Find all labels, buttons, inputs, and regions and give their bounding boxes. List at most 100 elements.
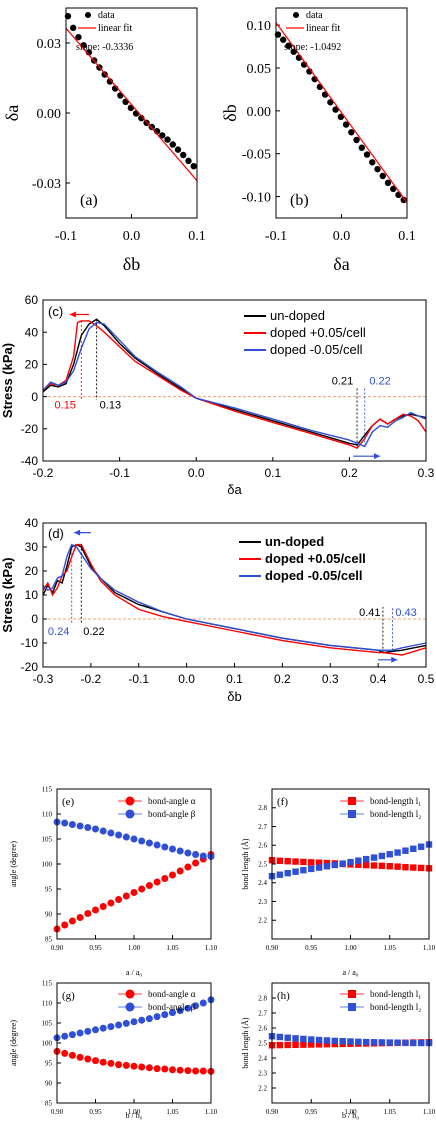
legend-marker	[125, 796, 135, 806]
legend-label: bond-angle α	[148, 989, 196, 999]
data-point	[169, 871, 176, 879]
x-axis-label: δa	[333, 254, 349, 274]
x-tick-label: -0.1	[265, 229, 287, 244]
legend-slope-note: slope: -0.3336	[76, 42, 133, 53]
y-tick-label: 110	[42, 999, 53, 1007]
legend-marker	[125, 989, 135, 999]
annotation-label: 0.41	[359, 607, 380, 619]
data-point	[192, 851, 200, 858]
series-line	[65, 27, 198, 182]
data-point	[161, 1065, 169, 1073]
data-point	[370, 862, 378, 869]
y-tick-label: 2.2	[258, 917, 267, 925]
data-point	[386, 851, 393, 858]
data-point	[145, 882, 153, 889]
data-point	[192, 859, 200, 867]
x-tick-label: 0.1	[264, 466, 281, 480]
data-point	[276, 871, 284, 878]
y-tick-label: 30	[25, 540, 39, 554]
panel-label: (a)	[80, 192, 98, 209]
annotation-label: 0.22	[83, 626, 104, 638]
data-point	[363, 151, 371, 158]
legend-label: bond-length l₁	[370, 796, 421, 806]
data-point	[184, 849, 192, 857]
y-tick-label: 115	[42, 785, 53, 793]
x-tick-label: 0.95	[305, 944, 318, 952]
series-2	[42, 543, 427, 651]
direction-arrow	[378, 656, 398, 663]
x-tick-label: 0.1	[188, 229, 206, 244]
data-point	[276, 1033, 284, 1041]
data-point	[99, 827, 107, 835]
data-point	[199, 1067, 207, 1075]
data-point	[169, 845, 176, 853]
data-point	[308, 865, 315, 873]
y-axis-label: angle (degree)	[9, 1020, 18, 1066]
y-tick-label: 2.7	[258, 1009, 267, 1017]
y-tick-label: 0.03	[37, 37, 62, 52]
annotation-label: 0.13	[100, 400, 121, 412]
panel-label: (c)	[48, 304, 63, 319]
data-point	[84, 1055, 92, 1063]
x-axis-label: δa	[227, 482, 242, 497]
y-tick-label: 0.00	[247, 105, 272, 120]
data-point	[323, 1041, 331, 1048]
y-tick-label: 20	[25, 358, 39, 372]
legend-item: doped +0.05/cell	[239, 551, 366, 566]
y-tick-label: 105	[42, 1019, 53, 1027]
legend-label: un-doped	[270, 308, 325, 323]
annotation-label: 0.22	[369, 376, 390, 388]
data-point	[315, 864, 323, 871]
y-tick-label: 85	[45, 935, 53, 943]
y-tick-label: 100	[42, 1039, 53, 1047]
data-point	[386, 863, 393, 870]
x-tick-label: -0.3	[33, 672, 54, 686]
legend-label: data	[306, 10, 323, 21]
legend-label: doped +0.05/cell	[265, 551, 366, 566]
x-tick-label: 1.10	[205, 944, 218, 952]
data-point	[417, 864, 425, 872]
y-tick-label: 2.5	[258, 860, 267, 868]
x-tick-label: 1.05	[384, 1108, 397, 1116]
legend-item: bond-length l₂	[340, 1002, 421, 1012]
data-point	[410, 845, 417, 853]
legend-item: bond-angle α	[118, 989, 196, 999]
legend-item: linear fit	[78, 23, 132, 34]
direction-arrow	[69, 311, 89, 318]
data-point	[308, 1036, 315, 1043]
data-point	[400, 196, 407, 204]
data-point	[284, 1041, 291, 1049]
data-point	[84, 1027, 92, 1035]
data-point	[355, 1038, 362, 1045]
y-axis-label: bond length (Å)	[241, 838, 250, 889]
data-point	[292, 868, 299, 875]
data-point	[276, 1041, 284, 1049]
legend-item: doped -0.05/cell	[239, 568, 363, 583]
data-point	[70, 24, 77, 32]
data-point	[115, 1061, 123, 1069]
y-axis-label: δa	[2, 105, 22, 121]
data-point	[280, 36, 287, 43]
data-point	[145, 1015, 153, 1023]
y-tick-label: 95	[45, 885, 53, 893]
x-tick-label: -0.2	[33, 466, 54, 480]
legend-marker	[348, 990, 356, 998]
data-point	[353, 136, 360, 144]
data-point	[68, 1031, 76, 1039]
data-point	[130, 889, 138, 896]
data-point	[61, 1049, 69, 1057]
y-tick-label: 2.2	[258, 1084, 267, 1092]
data-point	[107, 829, 115, 837]
series-2	[42, 321, 427, 448]
data-point	[378, 862, 386, 870]
data-point	[402, 847, 409, 854]
x-tick-label: -0.1	[109, 466, 130, 480]
data-point	[130, 1018, 138, 1026]
data-point	[417, 1039, 425, 1047]
x-tick-label: 0.1	[226, 672, 243, 686]
x-axis-label: a / a₀	[342, 968, 358, 977]
data-point	[115, 896, 123, 903]
data-point	[99, 1058, 107, 1066]
series-0	[53, 851, 215, 933]
